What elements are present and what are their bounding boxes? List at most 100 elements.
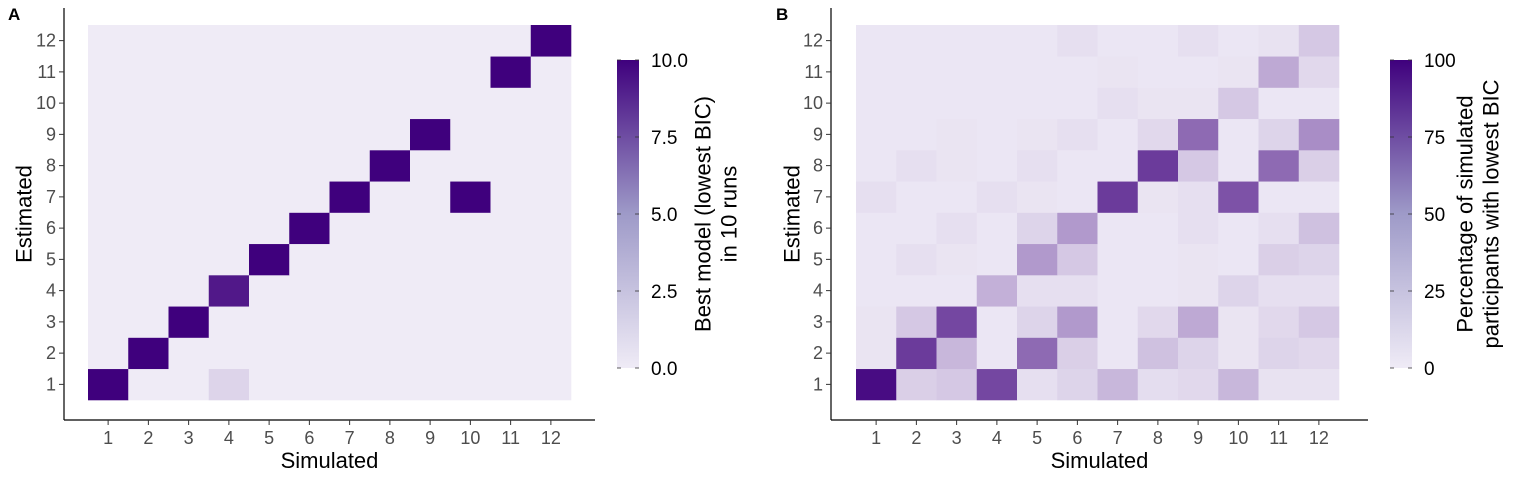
heatmap-cell: [450, 275, 491, 307]
y-tick-label: 11: [37, 62, 56, 82]
x-tick-label: 3: [184, 428, 194, 448]
heatmap-cell: [856, 275, 897, 307]
heatmap-cell: [856, 337, 897, 370]
heatmap-cell: [1057, 150, 1098, 182]
heatmap-cell: [1178, 243, 1219, 276]
heatmap-cell: [1218, 181, 1259, 213]
heatmap-cell: [976, 118, 1018, 151]
heatmap-cell: [168, 25, 210, 57]
heatmap-cell: [1137, 368, 1179, 401]
heatmap-cell: [168, 181, 210, 213]
heatmap-cell: [168, 306, 210, 338]
y-tick-label: 5: [46, 249, 56, 269]
heatmap-cell: [1298, 181, 1340, 213]
heatmap-cell: [128, 212, 169, 245]
heatmap-cell: [329, 275, 371, 307]
heatmap-cell: [1097, 306, 1139, 338]
heatmap-cell: [490, 118, 532, 151]
heatmap-cell: [88, 118, 129, 151]
panel-letter: B: [776, 5, 788, 24]
heatmap-cell: [329, 150, 371, 182]
heatmap-cell: [1097, 181, 1139, 213]
colorbar-tick-label: 25: [1424, 282, 1445, 303]
heatmap-cell: [1218, 243, 1259, 276]
heatmap-cell: [896, 212, 937, 245]
heatmap-cell: [128, 368, 169, 401]
heatmap-cell: [1097, 150, 1139, 182]
heatmap-cell: [1097, 337, 1139, 370]
heatmap-cell: [208, 118, 250, 151]
heatmap-cell: [249, 150, 290, 182]
x-tick-label: 7: [1113, 428, 1123, 448]
heatmap-cell: [450, 368, 491, 401]
heatmap-cell: [936, 118, 978, 151]
colorbar-title-line: Percentage of simulated: [1453, 95, 1478, 332]
heatmap-cell: [1178, 118, 1219, 151]
heatmap-cell: [936, 368, 978, 401]
heatmap-cell: [896, 87, 937, 120]
y-tick-label: 4: [46, 281, 56, 301]
y-tick-label: 5: [813, 249, 823, 269]
heatmap-cell: [208, 212, 250, 245]
heatmap-cell: [896, 368, 937, 401]
heatmap-cell: [369, 306, 411, 338]
heatmap-cell: [530, 25, 572, 57]
heatmap-cell: [1097, 368, 1139, 401]
heatmap-cell: [1178, 181, 1219, 213]
heatmap-cell: [289, 306, 330, 338]
heatmap-cell: [208, 56, 250, 88]
heatmap-cell: [1258, 56, 1300, 88]
heatmap-panel-a: 1 2 3 4 5 6 7 8 9 10 11 12123456789101112SimulatedE…: [8, 5, 742, 473]
heatmap-cell: [410, 243, 451, 276]
heatmap-cell: [1178, 56, 1219, 88]
y-tick-label: 4: [813, 281, 823, 301]
heatmap-cell: [1258, 275, 1300, 307]
heatmap-cell: [1137, 306, 1179, 338]
heatmap-cell: [450, 118, 491, 151]
heatmap-cell: [329, 368, 371, 401]
heatmap-cell: [1298, 337, 1340, 370]
heatmap-cell: [1137, 150, 1179, 182]
heatmap-cell: [88, 25, 129, 57]
x-tick-label: 9: [1193, 428, 1203, 448]
colorbar-title-line: participants with lowest BIC: [1479, 79, 1504, 348]
heatmap-cell: [369, 275, 411, 307]
y-tick-label: 8: [46, 156, 56, 176]
heatmap-cell: [1097, 118, 1139, 151]
y-tick-label: 3: [46, 312, 56, 332]
colorbar-title-line: Best model (lowest BIC): [691, 96, 716, 332]
heatmap-cell: [1057, 243, 1098, 276]
heatmap-cell: [249, 25, 290, 57]
heatmap-cell: [88, 368, 129, 401]
heatmap-cell: [1057, 87, 1098, 120]
heatmap-cell: [208, 368, 250, 401]
heatmap-cell: [128, 306, 169, 338]
heatmap-cell: [1137, 275, 1179, 307]
heatmap-cell: [1097, 56, 1139, 88]
heatmap-cell: [410, 87, 451, 120]
heatmap-cell: [530, 337, 572, 370]
heatmap-cell: [856, 212, 897, 245]
heatmap-cell: [1178, 306, 1219, 338]
heatmap-cell: [976, 243, 1018, 276]
y-axis-title: Estimated: [780, 165, 805, 263]
heatmap-cell: [450, 56, 491, 88]
x-axis-title: Simulated: [1051, 448, 1149, 473]
heatmap-cell: [410, 275, 451, 307]
heatmap-cell: [896, 181, 937, 213]
y-tick-label: 7: [813, 187, 823, 207]
heatmap-cell: [1258, 25, 1300, 57]
heatmap-cell: [1178, 368, 1219, 401]
heatmap-cell: [128, 150, 169, 182]
heatmap-cell: [1298, 275, 1340, 307]
heatmap-cell: [1137, 181, 1179, 213]
heatmap-cell: [289, 25, 330, 57]
x-tick-label: 2: [911, 428, 921, 448]
heatmap-cell: [1218, 368, 1259, 401]
heatmap-cell: [88, 243, 129, 276]
heatmap-cell: [450, 212, 491, 245]
heatmap-cell: [329, 337, 371, 370]
y-tick-label: 8: [813, 156, 823, 176]
heatmap-cell: [1057, 212, 1098, 245]
heatmap-panel-b: 1 2 3 4 5 6 7 8 9 10 11 12123456789101112SimulatedE…: [776, 5, 1504, 473]
